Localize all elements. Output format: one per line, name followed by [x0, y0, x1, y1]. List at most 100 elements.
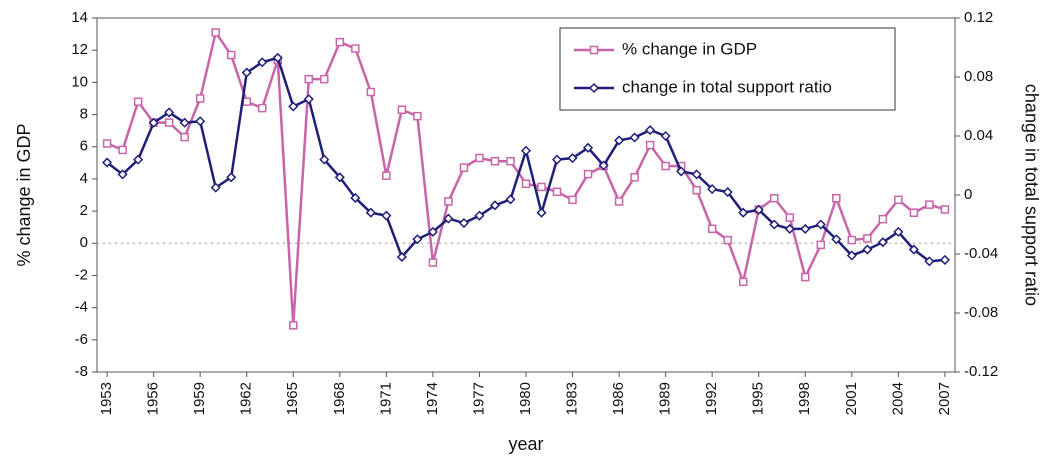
point [769, 193, 779, 203]
point [381, 210, 392, 221]
point [939, 254, 950, 265]
x-tick-label: 1968 [331, 382, 348, 415]
point [458, 217, 469, 229]
point [909, 208, 919, 217]
y-tick-label: 6 [80, 138, 88, 155]
point [940, 205, 950, 214]
point [568, 195, 577, 205]
point [365, 207, 376, 218]
point [474, 210, 485, 221]
point [257, 57, 268, 68]
point [211, 28, 220, 37]
y-tick-label: 12 [71, 41, 88, 58]
x-tick-label: 1977 [470, 382, 487, 415]
y2-tick-label: 0 [964, 186, 972, 203]
point [816, 240, 826, 250]
y-tick-label: 8 [80, 106, 88, 123]
y-tick-label: -4 [75, 299, 88, 316]
point [769, 219, 780, 230]
point [707, 184, 718, 195]
legend-marker [589, 45, 599, 55]
point [567, 153, 578, 164]
point [428, 258, 438, 267]
point [877, 237, 888, 248]
point [707, 224, 717, 234]
point [350, 192, 361, 204]
y2-tick-label: -0.04 [964, 245, 998, 262]
point [722, 186, 733, 198]
point [304, 74, 314, 84]
point [133, 97, 143, 106]
x-tick-label: 2004 [889, 382, 906, 415]
point [614, 135, 625, 146]
point [195, 116, 206, 127]
x-tick-label: 1986 [610, 382, 627, 415]
point [832, 193, 841, 203]
point [520, 145, 532, 156]
point [785, 213, 795, 222]
y-tick-label: 14 [71, 9, 88, 26]
point [629, 132, 640, 143]
x-tick-label: 1971 [377, 382, 394, 415]
point [444, 197, 453, 206]
y-tick-label: 4 [80, 170, 88, 187]
point [800, 223, 811, 234]
point [319, 154, 330, 165]
point [102, 157, 113, 168]
point [180, 132, 189, 142]
point [536, 207, 547, 218]
point [427, 226, 438, 237]
point [382, 171, 391, 180]
point [908, 244, 919, 255]
legend-label: change in total support ratio [622, 77, 832, 96]
point [179, 117, 190, 128]
point [133, 154, 144, 165]
point [583, 142, 594, 153]
point [506, 156, 515, 166]
y-tick-label: 2 [80, 202, 88, 219]
point [738, 277, 748, 287]
point [815, 219, 826, 230]
point [459, 163, 469, 172]
point [303, 94, 314, 105]
point [583, 169, 593, 179]
point [241, 67, 252, 78]
point [924, 256, 935, 267]
legend-box [559, 27, 896, 111]
y-tick-label: -2 [75, 266, 88, 283]
point [397, 105, 407, 114]
point [443, 213, 454, 224]
x-tick-label: 2007 [936, 382, 953, 415]
point [242, 97, 251, 106]
point [878, 214, 888, 224]
point [831, 234, 842, 245]
y2-tick-label: -0.12 [964, 363, 998, 380]
y-tick-label: 10 [71, 73, 88, 90]
point [505, 194, 516, 205]
x-tick-label: 1998 [796, 382, 813, 415]
y2-tick-label: 0.12 [964, 9, 993, 26]
point [692, 185, 701, 195]
point [366, 87, 376, 97]
point [661, 161, 670, 171]
point [102, 139, 112, 148]
y-axis-title: % change in GDP [14, 123, 34, 266]
y-tick-label: 0 [80, 234, 88, 251]
point [847, 235, 857, 245]
point [257, 103, 267, 113]
point [676, 166, 687, 177]
x-tick-label: 1974 [424, 382, 441, 415]
x-tick-label: 1962 [238, 382, 255, 415]
point [521, 179, 531, 188]
y-tick-label: -6 [75, 331, 88, 348]
point [118, 145, 127, 155]
point [195, 94, 205, 103]
point [334, 172, 345, 183]
point [148, 117, 159, 128]
point [117, 169, 128, 180]
x-tick-label: 1983 [564, 382, 581, 415]
y2-tick-label: -0.08 [964, 304, 998, 321]
point [645, 140, 655, 150]
point [537, 182, 546, 192]
point [691, 169, 702, 180]
